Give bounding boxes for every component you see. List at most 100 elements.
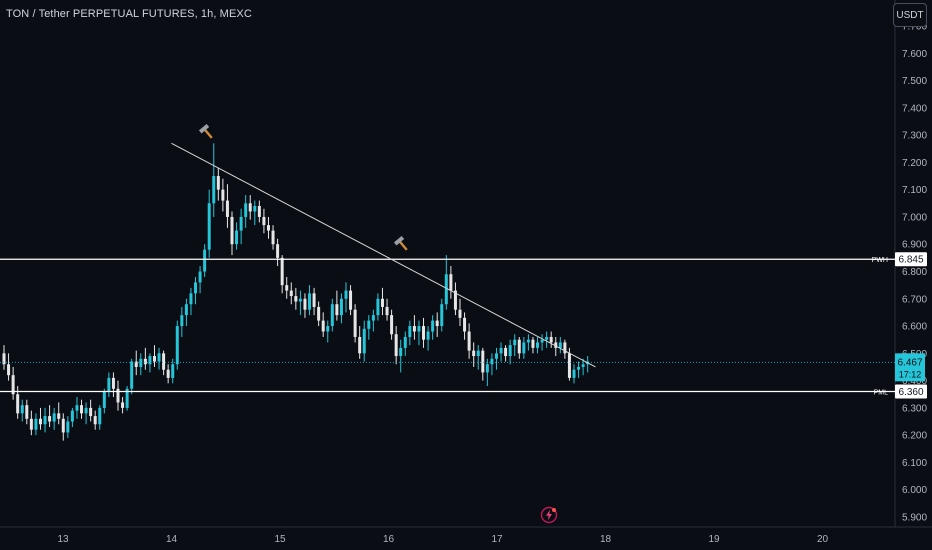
hammer-head	[198, 123, 210, 134]
bar-countdown: 17:12	[899, 369, 922, 379]
candle-body	[390, 315, 394, 335]
last-price-value: 6.467	[897, 357, 922, 368]
candle-body	[143, 358, 147, 365]
last-price-tag	[895, 353, 925, 382]
candle-body	[239, 216, 243, 231]
candle-body	[403, 336, 407, 348]
candle-body	[444, 274, 448, 305]
y-tick-label: 7.200	[902, 158, 927, 169]
candle	[25, 399, 29, 425]
candle	[481, 347, 485, 381]
candle	[499, 342, 503, 362]
candle-body	[458, 309, 462, 318]
candle-body	[84, 407, 88, 414]
candle-body	[70, 410, 74, 422]
candle-body	[449, 274, 453, 291]
candle-body	[394, 334, 398, 357]
candle-body	[102, 391, 106, 408]
candle	[431, 315, 435, 340]
candle-body	[371, 315, 375, 321]
candle	[385, 298, 389, 321]
candle	[194, 276, 198, 305]
candle-body	[98, 407, 102, 425]
candle-body	[198, 271, 202, 283]
y-tick-label: 6.700	[902, 294, 927, 305]
currency-button[interactable]: USDT	[893, 3, 927, 27]
trendline	[171, 142, 596, 368]
candle-body	[426, 331, 430, 340]
candle-body	[467, 331, 471, 351]
candle-body	[308, 293, 312, 310]
hammer-icon	[393, 235, 408, 251]
candle-body	[2, 353, 6, 365]
x-tick-label: 14	[166, 534, 178, 545]
candle	[531, 336, 535, 354]
candle	[239, 208, 243, 245]
candle-body	[408, 326, 412, 337]
candle	[412, 315, 416, 340]
candle	[536, 336, 540, 354]
candle	[517, 336, 521, 359]
candle	[294, 287, 298, 310]
candle-body	[321, 320, 325, 332]
candle-body	[221, 189, 225, 201]
y-tick-label: 7.600	[902, 49, 927, 60]
candle-body	[235, 230, 239, 245]
candle-body	[11, 375, 15, 395]
candle-body	[207, 203, 211, 250]
candle-body	[66, 421, 70, 433]
candle-body	[225, 200, 229, 217]
candle-body	[536, 342, 540, 348]
candle	[353, 304, 357, 343]
candle	[408, 320, 412, 346]
candle	[189, 287, 193, 316]
candle-body	[162, 353, 166, 370]
candle-body	[298, 298, 302, 302]
x-tick-label: 20	[817, 534, 829, 545]
candle-body	[203, 249, 207, 272]
candle-body	[330, 304, 334, 327]
candle-body	[508, 345, 512, 357]
candle	[572, 364, 576, 384]
candle-body	[581, 364, 585, 367]
candle	[476, 345, 480, 370]
candle-body	[248, 203, 252, 212]
candle-body	[453, 290, 457, 310]
candle	[453, 282, 457, 316]
candle-body	[125, 388, 129, 408]
candle	[321, 312, 325, 337]
candle-body	[494, 353, 498, 359]
candle-body	[48, 416, 52, 422]
candle	[66, 416, 70, 438]
candle-body	[422, 326, 426, 340]
candle	[362, 320, 366, 362]
candle	[285, 276, 289, 299]
candle	[463, 312, 467, 340]
candle-body	[34, 418, 38, 430]
candle	[472, 342, 476, 367]
candle-body	[121, 402, 125, 408]
candle	[11, 366, 15, 400]
candle-body	[80, 405, 84, 414]
candle-body	[312, 293, 316, 307]
candle	[203, 244, 207, 277]
candle	[57, 402, 61, 425]
level-label: PML	[874, 390, 889, 397]
candle-body	[326, 326, 330, 332]
candle-body	[180, 315, 184, 327]
candle	[330, 298, 334, 332]
candle	[276, 238, 280, 267]
candle	[577, 361, 581, 378]
candle	[298, 290, 302, 316]
candle	[367, 315, 371, 340]
candle-body	[52, 413, 56, 422]
y-tick-label: 6.900	[902, 240, 927, 251]
y-tick-label: 7.300	[902, 131, 927, 142]
candle-body	[212, 176, 216, 204]
candle-body	[385, 306, 389, 316]
candle	[262, 208, 266, 234]
candle-body	[107, 377, 111, 392]
lightning-icon[interactable]	[540, 506, 558, 524]
y-tick-label: 7.100	[902, 185, 927, 196]
